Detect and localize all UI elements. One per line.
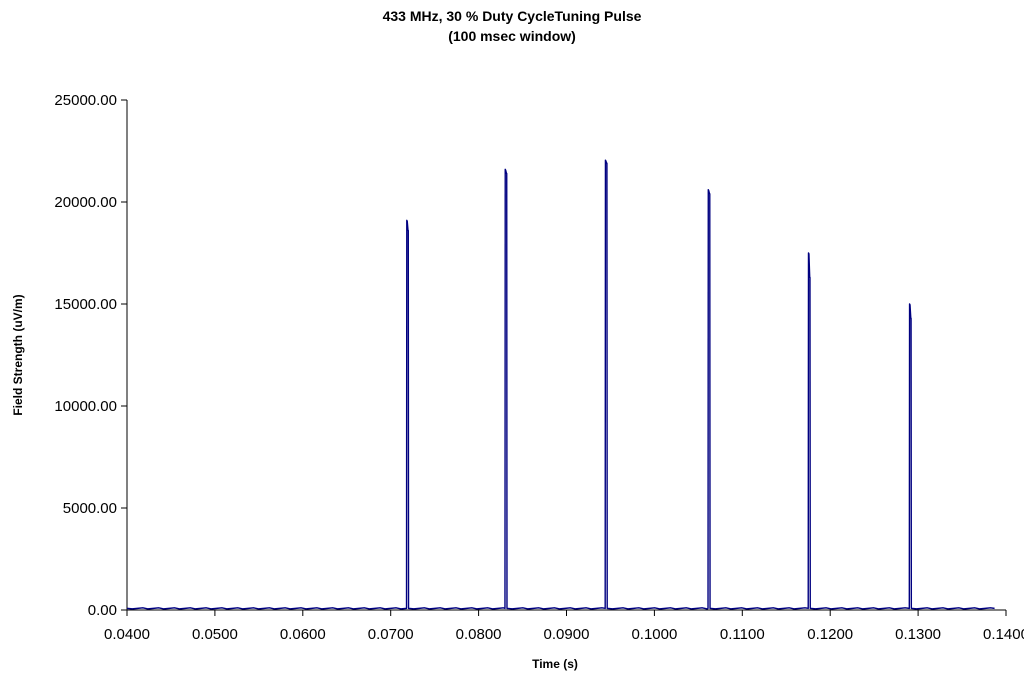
- plot-area: [126, 159, 995, 610]
- x-tick-label: 0.0500: [192, 626, 238, 643]
- y-tick-label: 10000.00: [54, 398, 117, 415]
- chart-subtitle: (100 msec window): [448, 28, 576, 44]
- x-tick-label: 0.0400: [104, 626, 150, 643]
- x-tick-label: 0.0900: [544, 626, 590, 643]
- series-line: [126, 159, 995, 610]
- x-tick-label: 0.0600: [280, 626, 326, 643]
- axes: [126, 100, 1006, 611]
- x-tick-label: 0.1200: [807, 626, 853, 643]
- x-tick-label: 0.0700: [368, 626, 414, 643]
- y-tick-label: 25000.00: [54, 92, 117, 109]
- y-tick-label: 20000.00: [54, 194, 117, 211]
- x-tick-label: 0.1300: [895, 626, 941, 643]
- x-tick-label: 0.1400: [983, 626, 1024, 643]
- tick-group: 0.00 5000.00 10000.00 15000.00 20000.00 25000…: [54, 92, 1024, 643]
- y-tick-label: 0.00: [88, 602, 117, 619]
- y-axis-label: Field Strength (uV/m): [11, 294, 25, 416]
- x-tick-label: 0.1000: [631, 626, 677, 643]
- chart-title: 433 MHz, 30 % Duty CycleTuning Pulse: [382, 8, 642, 24]
- x-axis-label: Time (s): [532, 657, 578, 671]
- y-tick-label: 15000.00: [54, 296, 117, 313]
- y-tick-label: 5000.00: [63, 500, 117, 517]
- x-tick-label: 0.0800: [456, 626, 502, 643]
- x-tick-label: 0.1100: [720, 626, 765, 643]
